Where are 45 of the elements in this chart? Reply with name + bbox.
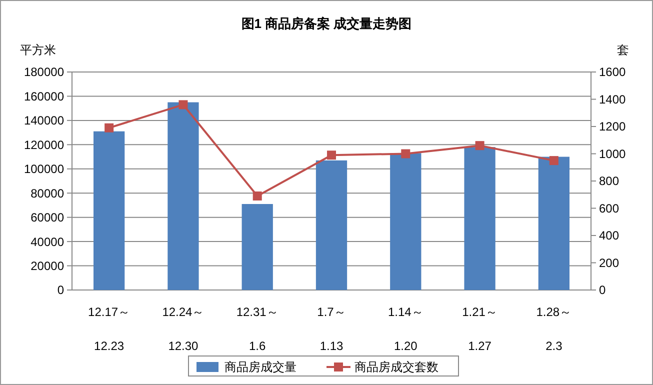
legend-label: 商品房成交套数 [354,360,438,374]
y2-axis-title: 套 [617,43,629,57]
category-label: 12.17～ 12.23 [88,305,130,353]
category-label: 1.7～ 1.13 [317,305,346,353]
category-label: 1.28～ 2.3 [536,305,572,353]
y-tick-label: 160000 [24,89,64,104]
chart-title: 图1 商品房备案 成交量走势图 [241,16,412,31]
y2-tick-label: 1200 [599,120,626,134]
bar [464,147,496,290]
bar [94,131,125,290]
point [475,141,484,150]
bar [316,160,348,290]
y-axis-title: 平方米 [20,43,56,57]
y-tick-label: 180000 [24,65,64,80]
y2-tick-label: 1600 [599,65,626,80]
bar [390,153,422,290]
category-label: 12.31～ 1.6 [236,305,278,353]
y-tick-label: 0 [57,283,64,298]
point [252,191,262,200]
point [327,150,336,160]
y-tick-label: 120000 [24,138,64,152]
y2-tick-label: 800 [599,174,620,188]
y2-tick-label: 600 [599,201,620,216]
y2-tick-label: 200 [599,256,620,270]
legend-label: 商品房成交量 [224,360,296,374]
y2-tick-label: 0 [599,283,606,298]
point [178,100,188,110]
point [401,149,410,158]
y2-tick-label: 1000 [599,146,626,161]
y-tick-label: 20000 [30,258,64,273]
bar [168,102,199,290]
y2-tick-label: 400 [599,228,620,243]
y-tick-label: 80000 [30,186,64,200]
y-tick-label: 40000 [30,234,64,249]
y-tick-label: 60000 [30,210,64,225]
category-label: 1.21～ 1.27 [462,305,498,353]
category-label: 12.24～ 12.30 [162,305,204,353]
y2-tick-label: 1400 [599,92,626,106]
category-label: 1.14～ 1.20 [388,305,424,353]
point [104,123,114,132]
y-tick-label: 100000 [24,162,64,176]
point [549,156,558,166]
y-tick-label: 140000 [24,114,64,128]
bar [538,156,570,290]
bar [242,204,273,290]
